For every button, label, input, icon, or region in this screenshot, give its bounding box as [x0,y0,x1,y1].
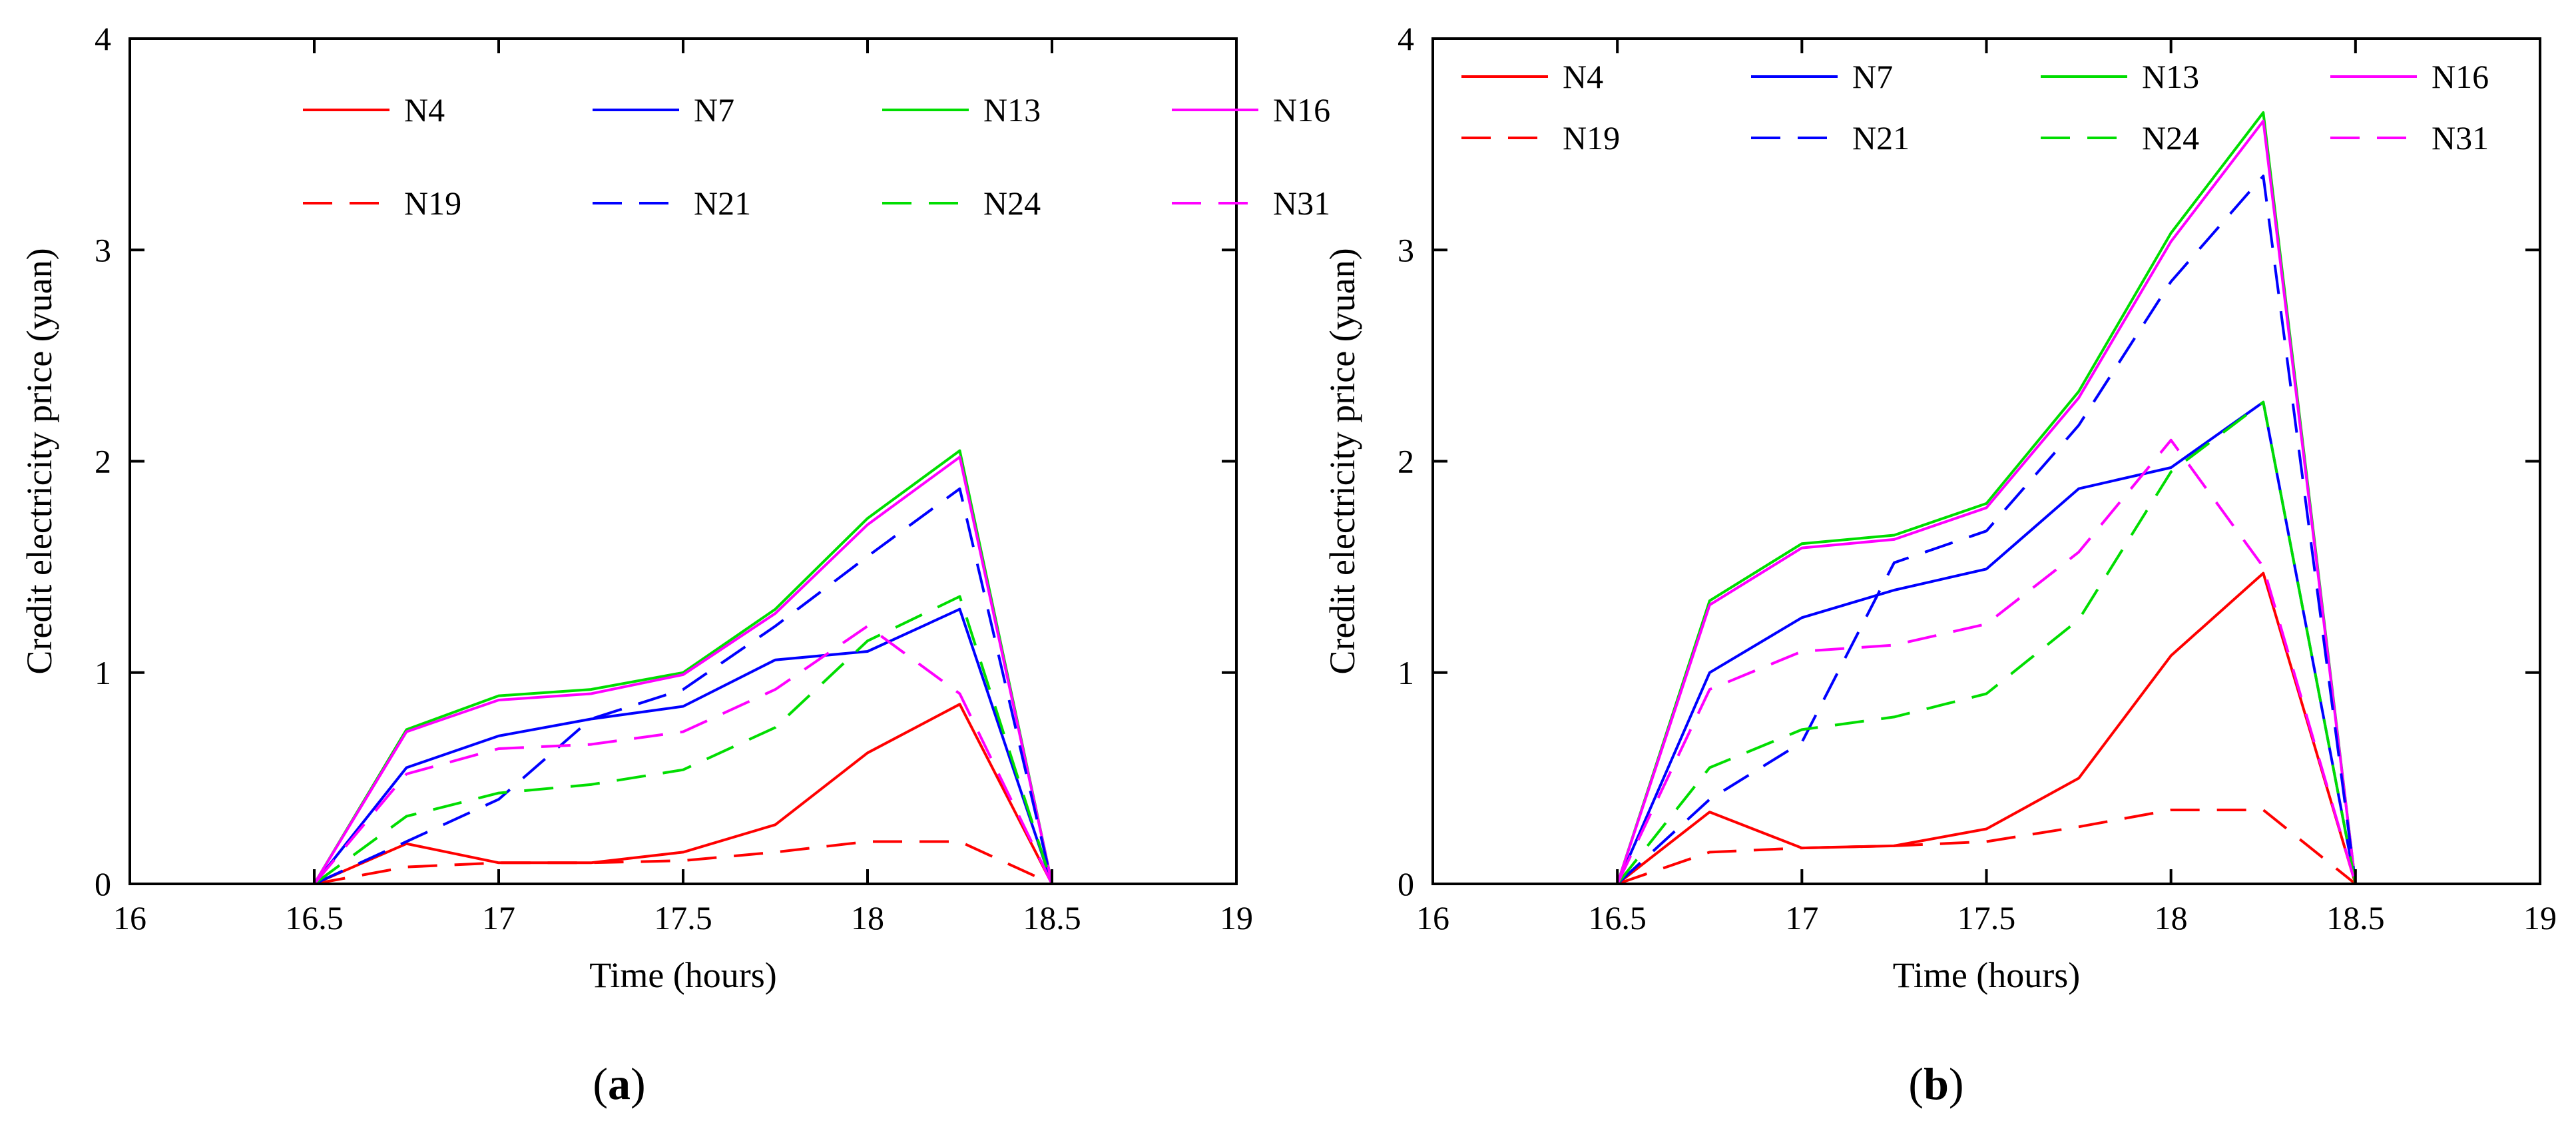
series-group [1433,111,2540,885]
legend: N4 N7 N13 N16 N19 N21 N24 N31 [1461,58,2489,157]
legend-label-n4: N4 [1563,58,1603,95]
series-line-n13 [1433,111,2540,885]
x-tick-label: 16 [1416,899,1449,937]
series-line-n31 [130,625,1236,885]
legend-label-n7: N7 [694,91,734,129]
y-tick-label: 4 [95,20,111,57]
y-tick-label: 1 [1398,654,1414,691]
chart-panel-b: 16 16.5 17 17.5 18 18.5 19 0 1 2 3 4 Time (hours) Cre… [1322,20,2557,1109]
legend-label-n4: N4 [404,91,445,129]
series-line-n21 [1433,175,2540,885]
legend-label-n31: N31 [2432,119,2489,157]
legend-label-n31: N31 [1273,185,1330,222]
y-axis-label: Credit electricity price (yuan) [19,248,59,674]
series-line-n4 [1433,571,2540,885]
series-line-n24 [1433,400,2540,885]
legend-label-n24: N24 [983,185,1041,222]
plot-frame [129,37,1238,885]
plot-frame [1431,37,2541,885]
x-axis-label: Time (hours) [589,955,777,995]
x-tick-label: 18 [2155,899,2188,937]
x-tick-label: 16 [113,899,146,937]
x-tick-label: 16.5 [1588,899,1647,937]
x-axis-label: Time (hours) [1893,955,2081,995]
panel-label: (a) [593,1058,645,1109]
legend-label-n13: N13 [983,91,1041,129]
chart-panel-a: 16 16.5 17 17.5 18 18.5 19 0 1 2 3 4 Time (hours) Cre… [19,20,1330,1109]
series-line-n7 [130,607,1236,885]
y-tick-label: 0 [95,865,111,903]
x-tick-label: 17.5 [1957,899,2016,937]
x-tick-label: 17.5 [654,899,712,937]
legend-label-n21: N21 [1852,119,1910,157]
series-group [130,449,1236,885]
panel-label: (b) [1908,1058,1963,1109]
y-tick-label: 2 [1398,443,1414,480]
y-tick-label: 3 [1398,231,1414,268]
x-tick-label: 18.5 [2326,899,2385,937]
legend-label-n21: N21 [694,185,751,222]
y-tick-label: 3 [95,231,111,268]
series-line-n24 [130,595,1236,885]
series-line-n16 [130,456,1236,885]
x-tick-label: 17 [482,899,515,937]
legend: N4 N7 N13 N16 N19 N21 N24 N31 [303,91,1330,222]
legend-label-n16: N16 [1273,91,1330,129]
x-tick-label: 18 [851,899,884,937]
legend-label-n16: N16 [2432,58,2489,95]
x-tick-label: 19 [1220,899,1253,937]
series-line-n13 [130,449,1236,885]
x-tick-label: 16.5 [285,899,344,937]
legend-label-n24: N24 [2142,119,2199,157]
x-tick-label: 17 [1785,899,1818,937]
legend-label-n13: N13 [2142,58,2199,95]
legend-label-n19: N19 [404,185,461,222]
y-tick-label: 1 [95,654,111,691]
y-tick-label: 4 [1398,20,1414,57]
series-line-n21 [130,487,1236,885]
y-tick-label: 2 [95,443,111,480]
y-axis-label: Credit electricity price (yuan) [1322,248,1362,674]
series-line-n7 [1433,400,2540,885]
legend-label-n7: N7 [1852,58,1893,95]
y-tick-label: 0 [1398,865,1414,903]
x-tick-label: 18.5 [1023,899,1081,937]
x-tick-label: 19 [2523,899,2557,937]
legend-label-n19: N19 [1563,119,1620,157]
